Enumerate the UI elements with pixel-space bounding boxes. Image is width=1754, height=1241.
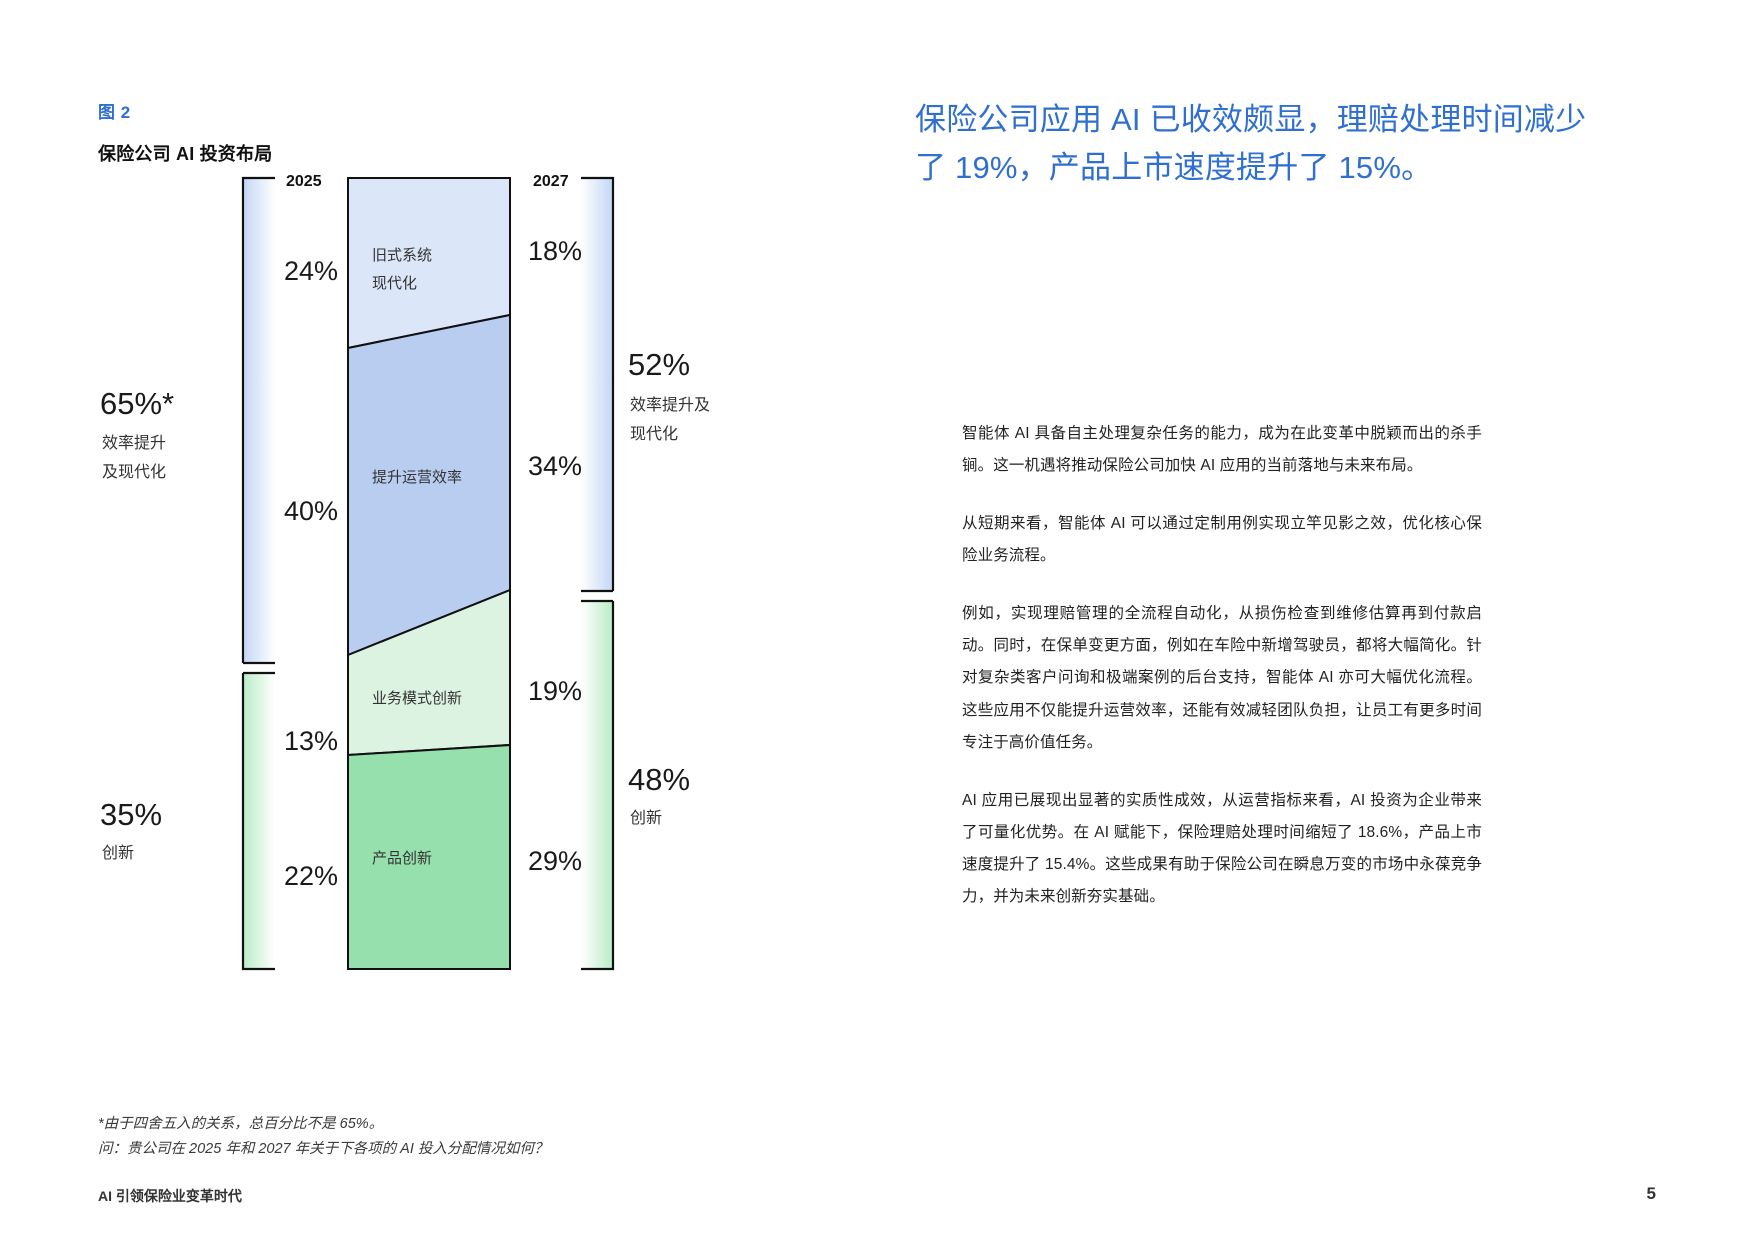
page-title: 保险公司 AI 投资布局: [98, 144, 273, 164]
footnote-question: 问：贵公司在 2025 年和 2027 年关于下各项的 AI 投入分配情况如何？: [98, 1141, 549, 1158]
stacked-flow-chart: 2025 2027 24% 40% 13% 22% 18% 34% 19% 29…: [98, 170, 738, 980]
segment-label-legacy-line2: 现代化: [372, 275, 417, 292]
chart-svg: 2025 2027 24% 40% 13% 22% 18% 34% 19% 29…: [100, 173, 710, 971]
left-group-brackets: [241, 176, 275, 971]
group-total-2025-efficiency: 65%*: [100, 386, 174, 421]
group-total-2027-innovation: 48%: [628, 762, 690, 797]
group-sub-2025-efficiency-line1: 效率提升: [102, 434, 166, 452]
group-sub-2027-efficiency-line2: 现代化: [630, 425, 678, 443]
article-paragraph: 例如，实现理赔管理的全流程自动化，从损伤检查到维修估算再到付款启动。同时，在保单…: [962, 605, 1482, 751]
group-total-2027-efficiency: 52%: [628, 347, 690, 382]
year-label-2025: 2025: [286, 173, 322, 190]
footnotes: *由于四舍五入的关系，总百分比不是 65%。 问：贵公司在 2025 年和 20…: [98, 1112, 548, 1163]
group-total-2025-innovation: 35%: [100, 797, 162, 832]
segment-product-innovation: [347, 743, 511, 970]
segment-label-legacy-line1: 旧式系统: [372, 247, 432, 264]
value-2025-product: 22%: [284, 861, 338, 891]
group-sub-2025-innovation: 创新: [102, 844, 134, 862]
value-2027-product: 29%: [528, 846, 582, 876]
document-footer-title: AI 引领保险业变革时代: [98, 1188, 242, 1204]
group-sub-2027-innovation: 创新: [630, 809, 662, 827]
figure-column: 图 2 保险公司 AI 投资布局: [0, 0, 820, 1241]
article-paragraph: 从短期来看，智能体 AI 可以通过定制用例实现立竿见影之效，优化核心保险业务流程…: [962, 515, 1482, 565]
value-2025-efficiency: 40%: [284, 496, 338, 526]
value-2025-legacy: 24%: [284, 256, 338, 286]
right-group-brackets: [581, 176, 615, 971]
value-2027-legacy: 18%: [528, 236, 582, 266]
article-body: 智能体 AI 具备自主处理复杂任务的能力，成为在此变革中脱颖而出的杀手锏。这一机…: [962, 418, 1482, 939]
value-2027-efficiency: 34%: [528, 451, 582, 481]
segment-label-business-model: 业务模式创新: [372, 690, 462, 707]
figure-label: 图 2: [98, 103, 131, 122]
article-headline: 保险公司应用 AI 已收效颇显，理赔处理时间减少了 19%，产品上市速度提升了 …: [915, 102, 1587, 186]
flow-body: [347, 177, 511, 970]
year-label-2027: 2027: [533, 173, 569, 190]
article-paragraph: 智能体 AI 具备自主处理复杂任务的能力，成为在此变革中脱颖而出的杀手锏。这一机…: [962, 425, 1482, 475]
segment-label-efficiency: 提升运营效率: [372, 469, 462, 486]
page-number: 5: [1646, 1184, 1656, 1203]
group-sub-2025-efficiency-line2: 及现代化: [102, 463, 166, 481]
segment-label-product: 产品创新: [372, 850, 432, 867]
value-2025-business: 13%: [284, 726, 338, 756]
article-paragraph: AI 应用已展现出显著的实质性成效，从运营指标来看，AI 投资为企业带来了可量化…: [962, 791, 1482, 905]
footnote-rounding: *由于四舍五入的关系，总百分比不是 65%。: [98, 1116, 384, 1132]
value-2027-business: 19%: [528, 676, 582, 706]
group-sub-2027-efficiency-line1: 效率提升及: [630, 396, 710, 414]
